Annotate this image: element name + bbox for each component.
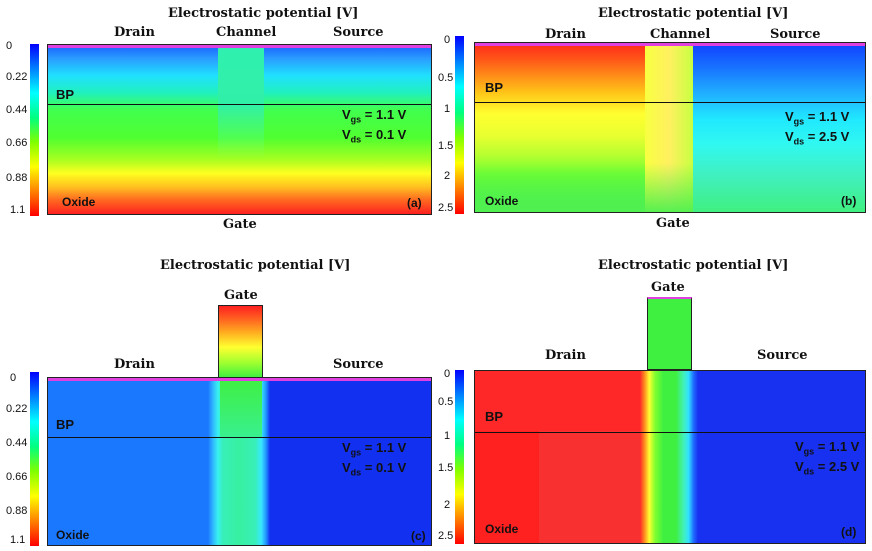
panel-a-channel-region [218, 45, 264, 214]
panel-b-title: Electrostatic potential [V] [598, 6, 789, 21]
panel-c-gate-electrode [218, 305, 263, 378]
panel-a-potential-map: BP Oxide (a) Vgs = 1.1 V Vds = 0.1 V [47, 44, 432, 215]
panel-c-vds: Vds = 0.1 V [342, 460, 407, 478]
panel-a-oxide-label: Oxide [62, 195, 96, 209]
panel-c-tick: 0.44 [6, 437, 28, 449]
panel-d-source-region [698, 371, 865, 543]
panel-d-gate-label: Gate [651, 280, 685, 295]
panel-c-bp-label: BP [56, 417, 75, 432]
panel-b-vds: Vds = 2.5 V [785, 129, 850, 147]
panel-d-vds: Vds = 2.5 V [795, 459, 860, 477]
panel-c-title: Electrostatic potential [V] [160, 258, 351, 273]
panel-b-tick: 0.5 [438, 72, 454, 84]
panel-a-tick: 0.22 [6, 71, 28, 83]
panel-b-potential-map: BP Oxide (b) Vgs = 1.1 V Vds = 2.5 V [474, 42, 866, 213]
panel-b-tick: 1.5 [438, 140, 454, 152]
panel-b-bp-interface [475, 102, 865, 103]
panel-a-gate-label: Gate [223, 217, 257, 232]
panel-b-channel-label: Channel [650, 27, 711, 42]
panel-a-top-contact [48, 45, 431, 48]
panel-d-drain-lower-right [539, 431, 649, 543]
panel-c-colorbar [30, 372, 39, 546]
panel-b-bp-label: BP [485, 80, 504, 95]
panel-d-tick: 2.5 [438, 530, 454, 542]
panel-d-drain-label: Drain [545, 348, 586, 363]
panel-a-channel-label: Channel [216, 25, 277, 40]
panel-a-tick: 0.88 [6, 172, 28, 184]
panel-d-bp-interface [475, 432, 865, 433]
panel-d-title: Electrostatic potential [V] [598, 258, 789, 273]
panel-a-vds: Vds = 0.1 V [342, 127, 407, 145]
panel-c-source-region [263, 378, 431, 545]
panel-c-drain-label: Drain [114, 357, 155, 372]
panel-b-source-label: Source [770, 27, 821, 42]
panel-b-source-region [693, 43, 865, 212]
panel-b-tag: (b) [841, 194, 857, 208]
panel-d-tick: 1 [444, 430, 451, 442]
panel-c-tag: (c) [411, 529, 426, 543]
panel-a-source-label: Source [333, 25, 384, 40]
panel-a-tag: (a) [407, 196, 422, 210]
panel-a-vgs: Vgs = 1.1 V [342, 107, 407, 125]
panel-d-colorbar [455, 370, 464, 544]
panel-b-tick: 1 [444, 103, 451, 115]
panel-d-vgs: Vgs = 1.1 V [795, 439, 860, 457]
panel-b-top-contact [475, 43, 865, 46]
panel-c-tick: 0.66 [6, 471, 28, 483]
panel-a-colorbar [30, 44, 39, 216]
panel-d-gate-electrode [647, 297, 692, 370]
panel-d-tick: 0 [444, 368, 451, 380]
panel-c-channel-top [220, 378, 262, 438]
panel-c-top-contact [48, 378, 431, 381]
panel-b-oxide-label: Oxide [485, 194, 519, 208]
panel-d-oxide-label: Oxide [485, 522, 519, 536]
panel-a-drain-label: Drain [114, 25, 155, 40]
panel-b-lower-fade [475, 163, 693, 212]
panel-b-gate-label: Gate [656, 216, 690, 231]
panel-b-tick: 0 [444, 34, 451, 46]
panel-d-potential-map: BP Oxide (d) Vgs = 1.1 V Vds = 2.5 V [474, 370, 866, 544]
panel-b-tick: 2.5 [438, 202, 454, 214]
panel-d-source-label: Source [757, 348, 808, 363]
panel-a-bp-interface [48, 104, 431, 105]
panel-d-tag: (d) [841, 525, 857, 539]
panel-a-tick: 0 [6, 40, 13, 52]
panel-c-vgs: Vgs = 1.1 V [342, 440, 407, 458]
panel-d-drain-lower [475, 431, 539, 543]
panel-d-tick: 0.5 [438, 396, 454, 408]
panel-b-vgs: Vgs = 1.1 V [785, 109, 850, 127]
panel-a-title: Electrostatic potential [V] [168, 6, 359, 21]
panel-c-tick: 0.22 [6, 403, 28, 415]
panel-d-tick: 2 [444, 499, 451, 511]
panel-c-tick: 0 [10, 372, 17, 384]
panel-b-colorbar [455, 36, 464, 214]
panel-c-tick: 0.88 [6, 505, 28, 517]
panel-d-channel-region [640, 371, 698, 543]
panel-c-source-label: Source [333, 357, 384, 372]
panel-c-gate-label: Gate [224, 288, 258, 303]
panel-c-potential-map: BP Oxide (c) Vgs = 1.1 V Vds = 0.1 V [47, 377, 432, 546]
panel-a-tick: 0.66 [6, 137, 28, 149]
panel-b-tick: 2 [444, 170, 451, 182]
panel-a-bp-label: BP [56, 87, 75, 102]
panel-d-tick: 1.5 [438, 462, 454, 474]
panel-c-tick: 1.1 [10, 534, 26, 546]
panel-a-tick: 0.44 [6, 104, 28, 116]
panel-c-oxide-label: Oxide [56, 528, 90, 542]
panel-c-bp-interface [48, 437, 431, 438]
panel-b-drain-label: Drain [545, 27, 586, 42]
panel-a-tick: 1.1 [10, 204, 26, 216]
panel-d-bp-label: BP [485, 409, 504, 424]
